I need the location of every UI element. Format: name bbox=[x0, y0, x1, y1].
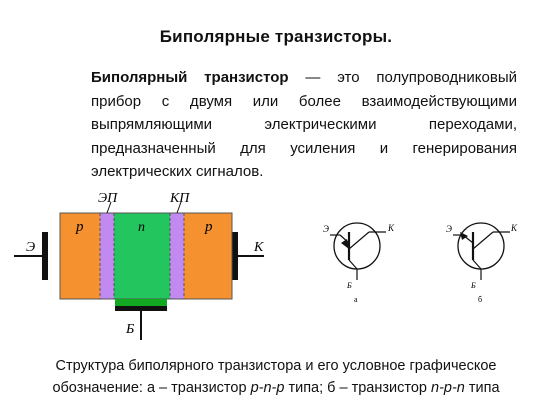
symbol-a-emitter: Э bbox=[323, 224, 329, 234]
p-right-label: p bbox=[204, 219, 213, 235]
caption-line-2: обозначение: а – транзистор p-n-p типа; … bbox=[52, 380, 500, 396]
symbol-a-base: Б bbox=[346, 281, 352, 290]
emitter-junction bbox=[100, 213, 114, 299]
kp-label: КП bbox=[169, 191, 190, 206]
definition-text: — это полупроводниковый прибор с двумя и… bbox=[91, 69, 517, 180]
emitter-label: Э bbox=[26, 240, 35, 255]
collector-label: К bbox=[253, 240, 264, 255]
symbol-b-collector: К bbox=[510, 223, 518, 233]
base-contact bbox=[115, 306, 167, 311]
page-title: Биполярные транзисторы. bbox=[159, 27, 393, 46]
symbol-a-label: а bbox=[354, 295, 358, 304]
p-region-right bbox=[184, 213, 232, 299]
p-region-left bbox=[60, 213, 100, 299]
symbol-npn: Э К Б б bbox=[446, 222, 518, 304]
symbol-b-emitter: Э bbox=[446, 224, 452, 234]
emitter-contact bbox=[42, 232, 48, 280]
p-left-label: p bbox=[75, 219, 84, 235]
n-label: n bbox=[138, 220, 145, 235]
symbol-b-base: Б bbox=[470, 281, 476, 290]
collector-junction bbox=[170, 213, 184, 299]
symbol-a-collector: К bbox=[387, 223, 395, 233]
transistor-structure: ЭП КП p n p Э К Б bbox=[14, 191, 264, 340]
pnp-type: p-n-p bbox=[250, 380, 285, 396]
n-region bbox=[114, 213, 170, 299]
ep-label: ЭП bbox=[98, 191, 118, 206]
definition-paragraph: Биполярный транзистор — это полупроводни… bbox=[91, 66, 517, 184]
transistor-diagram: ЭП КП p n p Э К Б Э К Б а bbox=[14, 191, 518, 340]
base-contact-pad bbox=[115, 299, 167, 306]
collector-contact bbox=[232, 232, 238, 280]
definition-term: Биполярный транзистор bbox=[91, 69, 289, 86]
figure-caption: Структура биполярного транзистора и его … bbox=[0, 355, 552, 399]
symbol-pnp: Э К Б а bbox=[323, 222, 395, 304]
symbol-b-label: б bbox=[478, 295, 482, 304]
base-label: Б bbox=[125, 322, 134, 337]
npn-type: n-p-n bbox=[431, 380, 465, 396]
caption-line-1: Структура биполярного транзистора и его … bbox=[55, 358, 497, 374]
